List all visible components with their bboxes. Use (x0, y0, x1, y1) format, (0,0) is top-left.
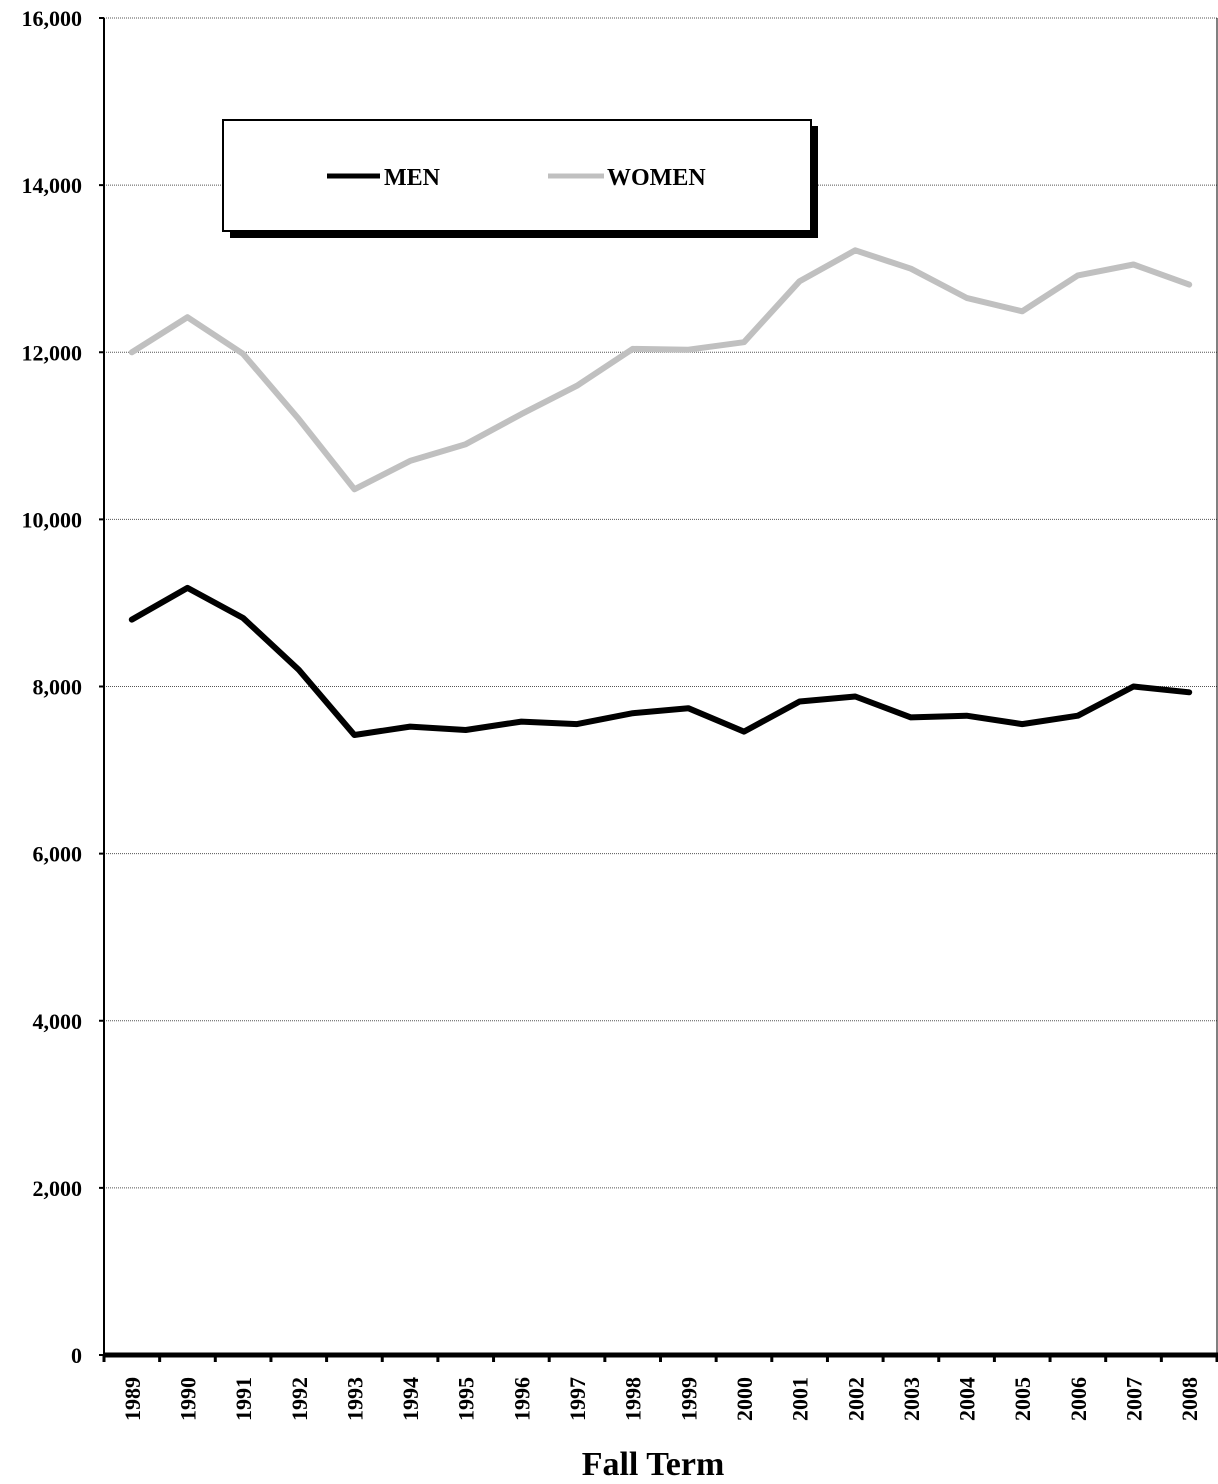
data-point-men (685, 705, 691, 711)
data-point-men (1131, 684, 1137, 689)
x-axis-title: Fall Term (582, 1446, 725, 1483)
x-tick-label: 2008 (1177, 1377, 1202, 1421)
y-tick-label: 8,000 (33, 675, 83, 700)
data-point-women (463, 441, 469, 447)
data-point-women (1075, 272, 1081, 278)
data-point-women (964, 295, 970, 301)
data-point-women (1186, 282, 1192, 288)
data-point-men (1186, 689, 1192, 695)
legend-label-men: MEN (384, 165, 441, 191)
data-point-women (630, 346, 636, 352)
data-point-men (407, 724, 413, 730)
y-tick-label: 4,000 (33, 1009, 83, 1034)
y-tick-label: 12,000 (22, 340, 83, 365)
data-point-men (351, 732, 357, 738)
data-point-men (296, 667, 302, 673)
data-point-women (240, 351, 246, 357)
data-point-women (407, 458, 413, 464)
axes (99, 17, 1218, 1362)
data-point-women (741, 339, 747, 345)
data-point-men (797, 699, 803, 705)
data-point-men (518, 719, 524, 725)
legend-label-women: WOMEN (607, 165, 706, 191)
x-tick-label: 1989 (120, 1377, 145, 1421)
y-tick-label: 0 (71, 1343, 82, 1368)
legend: MEN WOMEN (222, 119, 818, 238)
data-point-women (296, 416, 302, 422)
x-tick-label: 1997 (565, 1377, 590, 1421)
x-tick-label: 1994 (398, 1377, 423, 1421)
x-tick-label: 2000 (732, 1377, 757, 1421)
x-tick-label: 1998 (621, 1377, 646, 1421)
x-tick-label: 1992 (287, 1377, 312, 1421)
series-lines (128, 247, 1193, 738)
data-point-women (1131, 262, 1137, 268)
y-tick-label: 14,000 (22, 173, 83, 198)
x-tick-label: 2002 (843, 1377, 868, 1421)
data-point-women (908, 266, 914, 272)
x-tick-label: 2005 (1010, 1377, 1035, 1421)
data-point-men (129, 617, 135, 623)
x-tick-label: 1991 (231, 1377, 256, 1421)
x-tick-label: 1990 (175, 1377, 200, 1421)
data-point-women (184, 314, 190, 320)
x-tick-labels: 1989 1990 1991 1992 1993 1994 1995 1996 1997 1998… (120, 1377, 1202, 1421)
series-line-men (128, 584, 1193, 738)
data-point-men (240, 615, 246, 621)
data-point-women (1019, 308, 1025, 314)
y-tick-label: 6,000 (33, 842, 83, 867)
x-tick-label: 1993 (342, 1377, 367, 1421)
data-point-women (351, 486, 357, 492)
data-point-men (463, 727, 469, 733)
data-point-men (630, 710, 636, 716)
data-point-men (184, 585, 190, 591)
x-tick-label: 2004 (955, 1377, 980, 1421)
series-line-women (128, 247, 1193, 493)
data-point-men (1075, 713, 1081, 719)
data-point-men (574, 721, 580, 727)
data-point-women (129, 349, 135, 355)
data-point-men (852, 694, 858, 700)
y-tick-labels: 0 2,000 4,000 6,000 8,000 10,000 12,000 14,000 1… (22, 6, 83, 1368)
x-tick-label: 2001 (788, 1377, 813, 1421)
legend-box (222, 119, 812, 232)
y-tick-label: 16,000 (22, 6, 83, 31)
data-point-women (852, 247, 858, 253)
data-point-men (964, 713, 970, 719)
x-tick-label: 1999 (676, 1377, 701, 1421)
x-tick-label: 1995 (454, 1377, 479, 1421)
data-point-men (908, 714, 914, 720)
x-tick-label: 2003 (899, 1377, 924, 1421)
x-tick-label: 2006 (1066, 1377, 1091, 1421)
x-tick-label: 1996 (509, 1377, 534, 1421)
data-point-women (518, 411, 524, 417)
data-point-women (685, 347, 691, 353)
data-point-men (1019, 721, 1025, 727)
data-point-men (741, 729, 747, 735)
y-tick-label: 2,000 (33, 1176, 83, 1201)
data-point-women (574, 383, 580, 389)
x-tick-label: 2007 (1122, 1377, 1147, 1421)
y-tick-label: 10,000 (22, 507, 83, 532)
data-point-women (797, 278, 803, 284)
